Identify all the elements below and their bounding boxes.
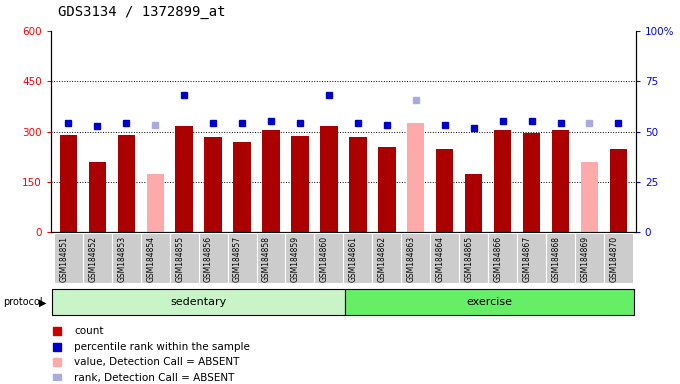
Bar bbox=[552, 130, 569, 232]
Text: GSM184864: GSM184864 bbox=[436, 236, 445, 282]
Bar bbox=[343, 233, 373, 283]
Text: rank, Detection Call = ABSENT: rank, Detection Call = ABSENT bbox=[74, 373, 235, 383]
Text: GSM184860: GSM184860 bbox=[320, 236, 329, 282]
Bar bbox=[373, 233, 401, 283]
Bar bbox=[54, 233, 83, 283]
Bar bbox=[401, 233, 430, 283]
Text: GSM184870: GSM184870 bbox=[609, 236, 618, 282]
Bar bbox=[256, 233, 286, 283]
Bar bbox=[459, 233, 488, 283]
Bar bbox=[228, 233, 256, 283]
Bar bbox=[112, 233, 141, 283]
Text: GSM184861: GSM184861 bbox=[349, 236, 358, 282]
Bar bbox=[407, 123, 424, 232]
Text: GSM184859: GSM184859 bbox=[291, 236, 300, 282]
Bar bbox=[575, 233, 604, 283]
Bar bbox=[546, 233, 575, 283]
Bar bbox=[199, 233, 228, 283]
Bar bbox=[262, 130, 279, 232]
Text: GSM184866: GSM184866 bbox=[494, 236, 503, 282]
Bar bbox=[60, 135, 77, 232]
Text: GSM184855: GSM184855 bbox=[175, 236, 184, 282]
Bar bbox=[604, 233, 633, 283]
Text: GSM184869: GSM184869 bbox=[581, 236, 590, 282]
Text: GSM184858: GSM184858 bbox=[262, 236, 271, 282]
Bar bbox=[233, 142, 251, 232]
Text: percentile rank within the sample: percentile rank within the sample bbox=[74, 342, 250, 352]
Text: exercise: exercise bbox=[466, 297, 513, 308]
Bar bbox=[286, 233, 314, 283]
Bar bbox=[88, 162, 106, 232]
Bar bbox=[175, 126, 193, 232]
Text: sedentary: sedentary bbox=[171, 297, 226, 308]
Bar bbox=[465, 174, 482, 232]
Text: GSM184865: GSM184865 bbox=[464, 236, 474, 282]
Bar bbox=[430, 233, 459, 283]
Bar bbox=[610, 149, 627, 232]
Text: GSM184854: GSM184854 bbox=[146, 236, 155, 282]
Text: GSM184863: GSM184863 bbox=[407, 236, 415, 282]
Bar bbox=[141, 233, 170, 283]
Bar bbox=[52, 290, 345, 315]
Text: GSM184867: GSM184867 bbox=[522, 236, 532, 282]
Bar bbox=[205, 137, 222, 232]
Bar bbox=[291, 136, 309, 232]
Bar bbox=[581, 162, 598, 232]
Text: value, Detection Call = ABSENT: value, Detection Call = ABSENT bbox=[74, 357, 240, 367]
Text: GSM184853: GSM184853 bbox=[117, 236, 126, 282]
Text: GSM184856: GSM184856 bbox=[204, 236, 213, 282]
Text: GSM184852: GSM184852 bbox=[88, 236, 97, 282]
Bar bbox=[83, 233, 112, 283]
Bar bbox=[494, 130, 511, 232]
Bar bbox=[523, 133, 541, 232]
Text: ▶: ▶ bbox=[39, 297, 47, 308]
Text: GSM184862: GSM184862 bbox=[378, 236, 387, 282]
Text: GSM184851: GSM184851 bbox=[59, 236, 69, 282]
Bar bbox=[436, 149, 454, 232]
Bar bbox=[345, 290, 634, 315]
Text: GDS3134 / 1372899_at: GDS3134 / 1372899_at bbox=[58, 5, 225, 19]
Text: GSM184857: GSM184857 bbox=[233, 236, 242, 282]
Bar bbox=[517, 233, 546, 283]
Text: protocol: protocol bbox=[3, 297, 43, 308]
Bar bbox=[320, 126, 337, 232]
Bar bbox=[350, 137, 367, 232]
Text: GSM184868: GSM184868 bbox=[551, 236, 560, 282]
Bar bbox=[378, 147, 396, 232]
Bar bbox=[314, 233, 343, 283]
Bar bbox=[118, 135, 135, 232]
Bar bbox=[488, 233, 517, 283]
Bar bbox=[146, 174, 164, 232]
Bar bbox=[170, 233, 199, 283]
Text: count: count bbox=[74, 326, 104, 336]
